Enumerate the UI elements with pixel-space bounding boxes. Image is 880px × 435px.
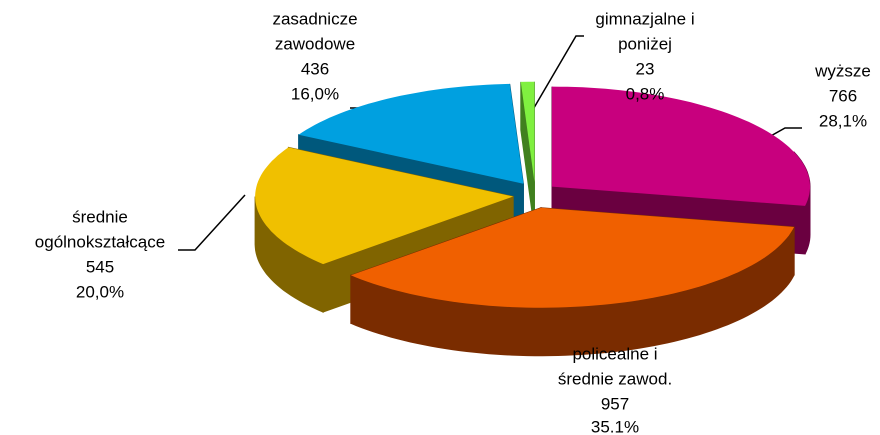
- slice: [350, 207, 795, 308]
- slice-side: [254, 196, 324, 313]
- value-label: 957: [601, 394, 629, 413]
- data-label: gimnazjalne i poniżej 23 0,8%: [595, 9, 694, 103]
- category-label: średnie zawod.: [558, 369, 672, 388]
- slice-tops: [255, 81, 810, 308]
- category-label: wyższe: [814, 61, 871, 80]
- value-label: 23: [636, 59, 655, 78]
- slice: [298, 83, 524, 184]
- data-label: średnie ogólnokształcące 545 20,0%: [35, 207, 165, 301]
- slice: [255, 147, 514, 265]
- category-label: zawodowe: [275, 34, 355, 53]
- value-label: 436: [301, 59, 329, 78]
- value-label: 766: [829, 86, 857, 105]
- percentage-label: 28,1%: [819, 111, 867, 130]
- percentage-label: 20,0%: [76, 282, 124, 301]
- data-label: wyższe 766 28,1%: [814, 61, 871, 130]
- data-label: zasadnicze zawodowe 436 16,0%: [272, 9, 357, 103]
- data-label: policealne i średnie zawod. 957 35.1%: [558, 344, 672, 435]
- category-label: gimnazjalne i: [595, 9, 694, 28]
- slice: [520, 81, 535, 182]
- category-label: poniżej: [618, 34, 672, 53]
- leader-line: [527, 35, 584, 119]
- category-label: ogólnokształcące: [35, 232, 165, 251]
- value-label: 545: [86, 257, 114, 276]
- percentage-label: 35.1%: [591, 417, 639, 435]
- leader-line: [178, 194, 246, 251]
- slice: [552, 86, 810, 206]
- percentage-label: 0,8%: [626, 84, 665, 103]
- percentage-label: 16,0%: [291, 84, 339, 103]
- category-label: średnie: [72, 207, 128, 226]
- category-label: policealne i: [572, 344, 657, 363]
- category-label: zasadnicze: [272, 9, 357, 28]
